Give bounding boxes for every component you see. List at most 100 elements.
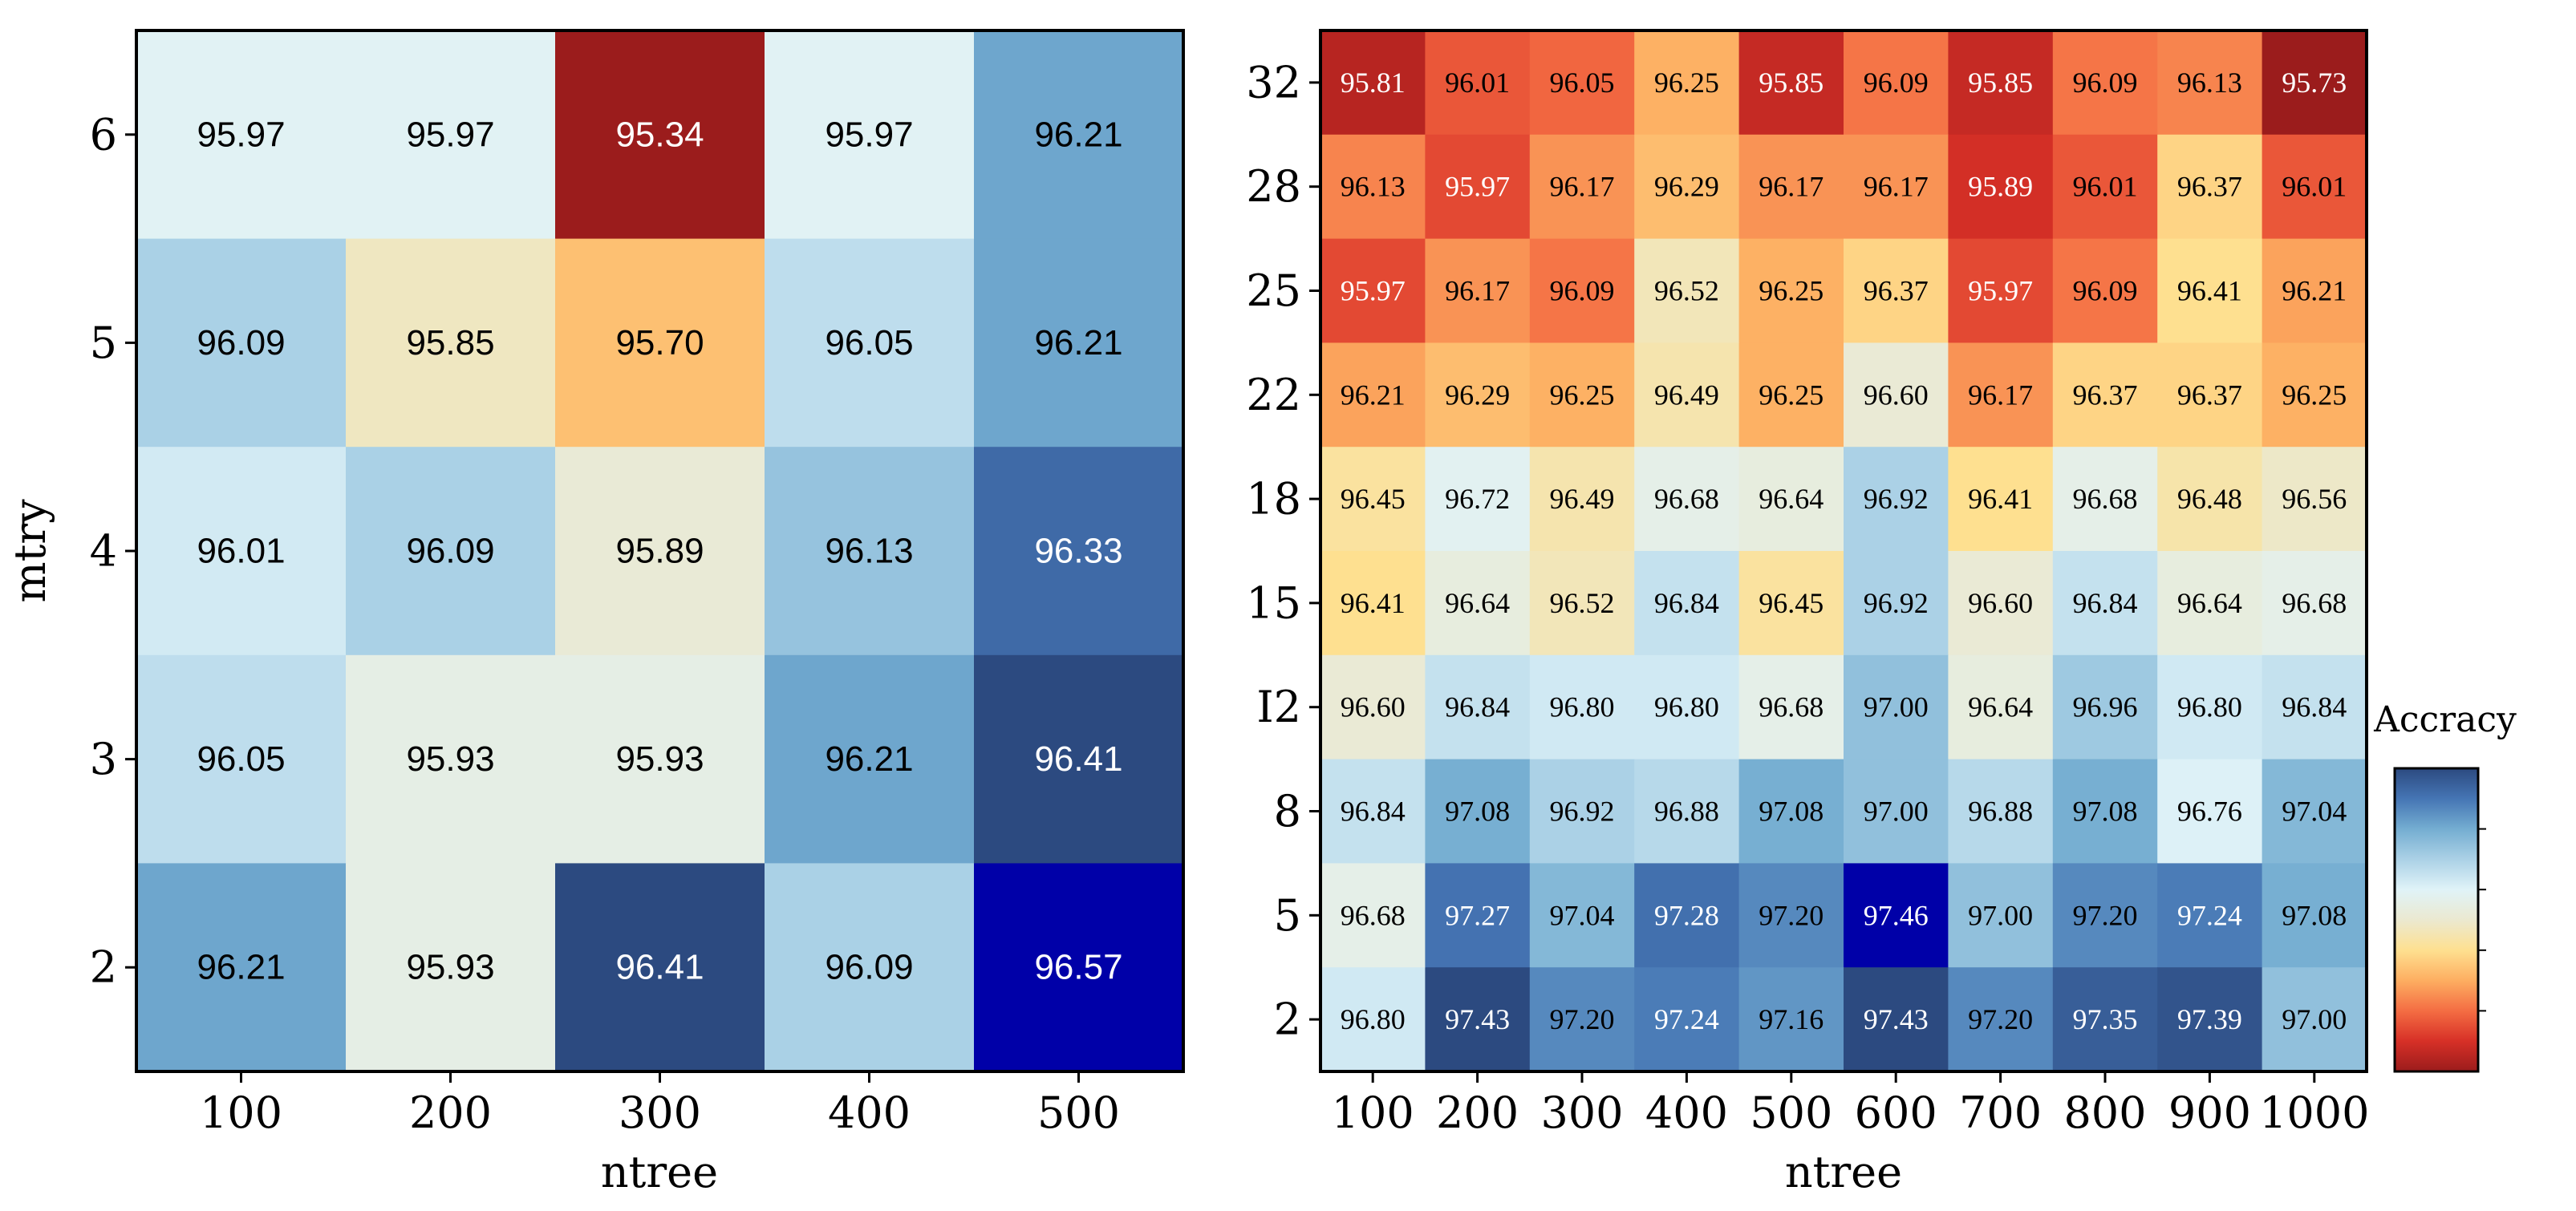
y-tick-label: 5 — [1274, 890, 1301, 941]
heatmap-right: 95.81 96.01 96.05 96.25 95.85 96.09 95.85 96.09… — [1246, 29, 2370, 1197]
heatmap-cell — [2157, 759, 2263, 864]
heatmap-cell — [1634, 30, 1740, 136]
heatmap-cell-label: 96.84 — [1445, 691, 1510, 723]
heatmap-cell-label: 96.92 — [1864, 483, 1929, 515]
y-tick-label: 25 — [1246, 265, 1301, 316]
heatmap-cell-label: 96.01 — [2282, 171, 2347, 203]
x-tick-label: 100 — [1332, 1087, 1414, 1138]
heatmap-cell — [1948, 551, 2054, 656]
heatmap-cell-label: 96.17 — [1759, 171, 1823, 203]
heatmap-cell — [2262, 30, 2367, 136]
heatmap-cell — [1738, 238, 1844, 343]
heatmap-cell — [1425, 551, 1531, 656]
heatmap-cell-label: 97.27 — [1445, 899, 1510, 931]
colorbar: Accracy — [2373, 699, 2517, 1073]
y-tick-label: 4 — [90, 526, 117, 577]
heatmap-cell-label: 96.49 — [1550, 483, 1615, 515]
heatmap-cell-label: 95.85 — [1759, 67, 1823, 99]
heatmap-cell — [2157, 238, 2263, 343]
x-tick-label: 300 — [619, 1087, 701, 1138]
heatmap-cell — [1948, 342, 2054, 448]
heatmap-cell — [555, 30, 765, 240]
left-cells: 95.97 95.97 95.34 95.97 96.21 96.09 95.85 95.70… — [136, 30, 1184, 1072]
heatmap-cell-label: 96.80 — [1341, 1003, 1406, 1035]
heatmap-cell — [1320, 238, 1426, 343]
heatmap-cell-label: 96.17 — [1445, 275, 1510, 307]
y-tick-label: 3 — [90, 734, 117, 784]
x-tick-label: 800 — [2063, 1087, 2146, 1138]
heatmap-cell-label: 97.00 — [1864, 796, 1929, 828]
heatmap-cell-label: 97.24 — [2177, 899, 2242, 931]
heatmap-cell-label: 96.09 — [2073, 67, 2138, 99]
heatmap-cell-label: 95.97 — [406, 115, 494, 154]
heatmap-cell — [1738, 447, 1844, 552]
heatmap-cell — [1634, 759, 1740, 864]
heatmap-cell — [765, 863, 975, 1072]
heatmap-cell-label: 96.37 — [1864, 275, 1929, 307]
heatmap-cell-label: 95.34 — [615, 115, 704, 154]
y-tick-label: 5 — [90, 318, 117, 368]
heatmap-cell — [1844, 134, 1949, 240]
heatmap-cell-label: 96.68 — [2282, 587, 2347, 619]
heatmap-cell-label: 97.00 — [1864, 691, 1929, 723]
y-tick-label: 2 — [90, 942, 117, 993]
heatmap-cell-label: 96.37 — [2073, 379, 2138, 411]
heatmap-cell-label: 96.80 — [1654, 691, 1719, 723]
heatmap-cell-label: 97.35 — [2073, 1003, 2138, 1035]
heatmap-cell-label: 96.45 — [1759, 587, 1823, 619]
heatmap-cell-label: 96.84 — [2073, 587, 2138, 619]
heatmap-cell-label: 96.60 — [1341, 691, 1406, 723]
colorbar-ticks — [2478, 828, 2486, 1012]
heatmap-cell — [346, 863, 556, 1072]
heatmap-cell — [1425, 134, 1531, 240]
heatmap-cell-label: 96.21 — [1341, 379, 1406, 411]
heatmap-cell-label: 96.88 — [1654, 796, 1719, 828]
heatmap-cell — [1529, 863, 1635, 968]
y-tick-label: 28 — [1246, 161, 1301, 212]
heatmap-cell — [1738, 342, 1844, 448]
heatmap-cell — [2262, 342, 2367, 448]
heatmap-cell — [2262, 134, 2367, 240]
heatmap-left: 95.97 95.97 95.34 95.97 96.21 96.09 95.85 95.70… — [5, 29, 1185, 1197]
heatmap-cell — [346, 447, 556, 656]
heatmap-cell — [1320, 654, 1426, 760]
heatmap-cell — [1844, 551, 1949, 656]
heatmap-cell-label: 96.41 — [615, 948, 704, 987]
heatmap-cell — [1738, 30, 1844, 136]
heatmap-cell — [765, 238, 975, 448]
heatmap-cell-label: 97.39 — [2177, 1003, 2242, 1035]
heatmap-cell — [1844, 342, 1949, 448]
heatmap-cell-label: 96.05 — [1550, 67, 1615, 99]
heatmap-cell — [555, 238, 765, 448]
heatmap-cell-label: 97.08 — [2282, 899, 2347, 931]
heatmap-cell — [1948, 30, 2054, 136]
right-xlabel: ntree — [1785, 1147, 1902, 1197]
right-cells: 95.81 96.01 96.05 96.25 95.85 96.09 95.85 96.09… — [1320, 30, 2367, 1072]
heatmap-cell-label: 95.93 — [615, 739, 704, 779]
heatmap-cell — [346, 238, 556, 448]
heatmap-cell-label: 96.80 — [1550, 691, 1615, 723]
heatmap-cell-label: 96.17 — [1550, 171, 1615, 203]
heatmap-cell-label: 97.20 — [1550, 1003, 1615, 1035]
heatmap-cell — [2052, 759, 2158, 864]
heatmap-cell-label: 96.01 — [1445, 67, 1510, 99]
heatmap-cell-label: 95.93 — [406, 948, 494, 987]
heatmap-cell — [1529, 654, 1635, 760]
heatmap-cell-label: 96.05 — [825, 323, 913, 362]
heatmap-cell — [1320, 551, 1426, 656]
heatmap-cell — [1320, 30, 1426, 136]
heatmap-cell-label: 95.97 — [1968, 275, 2033, 307]
heatmap-cell-label: 95.89 — [1968, 171, 2033, 203]
heatmap-cell-label: 97.43 — [1864, 1003, 1929, 1035]
heatmap-cell — [2262, 551, 2367, 656]
heatmap-cell — [1948, 447, 2054, 552]
heatmap-cell — [2052, 654, 2158, 760]
heatmap-cell — [1425, 30, 1531, 136]
heatmap-cell — [2157, 967, 2263, 1072]
heatmap-cell — [1320, 447, 1426, 552]
heatmap-cell-label: 96.52 — [1550, 587, 1615, 619]
x-tick-label: 200 — [409, 1087, 492, 1138]
heatmap-cell-label: 95.70 — [615, 323, 704, 362]
heatmap-cell — [1634, 654, 1740, 760]
heatmap-cell-label: 96.25 — [1759, 275, 1823, 307]
